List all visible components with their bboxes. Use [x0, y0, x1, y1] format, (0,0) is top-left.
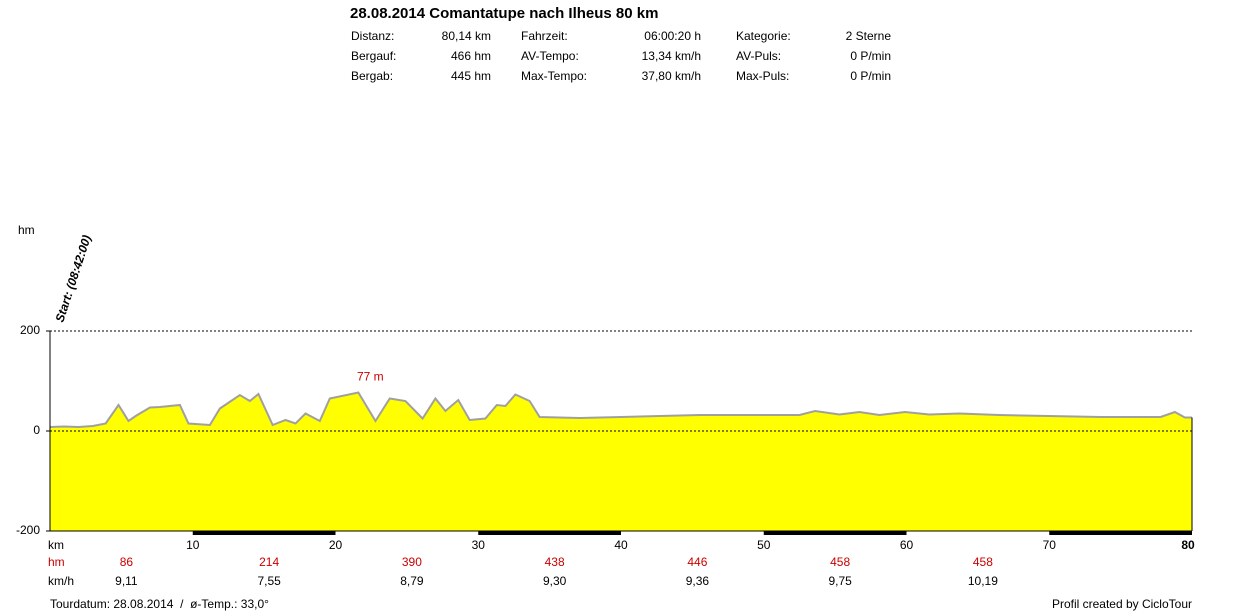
stat-label: Max-Tempo: — [521, 69, 587, 83]
x-tick-label: 40 — [614, 538, 628, 552]
stat-label: Distanz: — [351, 29, 394, 43]
area-fill — [50, 392, 1192, 531]
scale-bar — [478, 531, 621, 535]
row-value: 9,36 — [686, 574, 710, 588]
row-value: 438 — [545, 555, 565, 569]
row-value: 86 — [120, 555, 134, 569]
stat-label: AV-Tempo: — [521, 49, 579, 63]
row-value: 7,55 — [257, 574, 281, 588]
stat-value: 0 P/min — [850, 49, 891, 63]
scale-bar — [763, 531, 907, 535]
row-label: hm — [48, 555, 65, 569]
stat-value: 37,80 km/h — [642, 69, 701, 83]
stat-value: 13,34 km/h — [642, 49, 701, 63]
elevation-line — [49, 391, 1192, 429]
stat-value: 06:00:20 h — [644, 29, 701, 43]
stat-label: Max-Puls: — [736, 69, 789, 83]
stat-label: AV-Puls: — [736, 49, 781, 63]
row-value: 9,75 — [828, 574, 852, 588]
stat-value: 445 hm — [451, 69, 491, 83]
scale-bar — [192, 531, 336, 535]
row-value: 214 — [259, 555, 279, 569]
x-axis-label: km — [48, 538, 64, 552]
row-value: 8,79 — [400, 574, 424, 588]
stat-value: 2 Sterne — [846, 29, 892, 43]
x-tick-label: 70 — [1043, 538, 1057, 552]
row-value: 458 — [973, 555, 993, 569]
stat-label: Fahrzeit: — [521, 29, 568, 43]
footer-right: Profil created by CicloTour — [1052, 597, 1192, 611]
x-tick-label: 30 — [472, 538, 486, 552]
x-tick-label: 10 — [186, 538, 200, 552]
x-tick-label: 20 — [329, 538, 343, 552]
row-value: 390 — [402, 555, 422, 569]
y-tick-label: 200 — [20, 323, 40, 337]
y-tick-label: -200 — [16, 523, 40, 537]
x-tick-label: 60 — [900, 538, 914, 552]
title: 28.08.2014 Comantatupe nach Ilheus 80 km — [350, 5, 658, 22]
scale-bar — [1049, 531, 1192, 535]
stat-value: 466 hm — [451, 49, 491, 63]
row-label: km/h — [48, 574, 74, 588]
annotation: 77 m — [357, 370, 384, 384]
start-label: Start: (08:42:00) — [53, 233, 94, 324]
row-value: 446 — [687, 555, 707, 569]
row-value: 10,19 — [968, 574, 998, 588]
x-tick-label: 80 — [1181, 538, 1195, 552]
x-tick-label: 50 — [757, 538, 771, 552]
row-value: 9,30 — [543, 574, 567, 588]
stat-label: Bergauf: — [351, 49, 396, 63]
y-axis-label: hm — [18, 223, 35, 237]
stat-label: Bergab: — [351, 69, 393, 83]
stat-value: 0 P/min — [850, 69, 891, 83]
row-value: 9,11 — [115, 574, 138, 588]
row-value: 458 — [830, 555, 850, 569]
footer-left: Tourdatum: 28.08.2014 / ø-Temp.: 33,0° — [50, 597, 269, 611]
stat-value: 80,14 km — [442, 29, 491, 43]
stat-label: Kategorie: — [736, 29, 791, 43]
y-tick-label: 0 — [33, 423, 40, 437]
